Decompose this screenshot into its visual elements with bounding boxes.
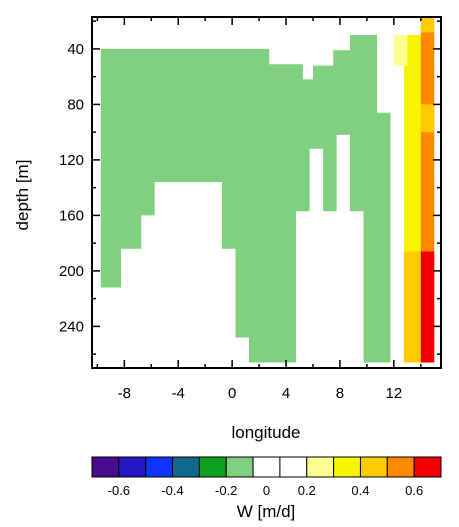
y-tick-label: 160: [59, 207, 84, 224]
colorbar-title: W [m/d]: [237, 502, 296, 521]
colorbar-label: -0.6: [108, 483, 130, 498]
fill-region-5: [420, 17, 435, 33]
fill-region-3: [403, 65, 421, 252]
fill-region-0: [100, 35, 391, 363]
colorbar-label: -0.4: [161, 483, 183, 498]
colorbar-label: 0.4: [351, 483, 369, 498]
y-tick-label: 40: [67, 41, 84, 58]
plot-frame: [91, 16, 442, 369]
colorbar-label: 0.6: [405, 483, 423, 498]
y-tick-label: 200: [59, 263, 84, 280]
y-axis-title: depth [m]: [13, 160, 32, 231]
fill-region-2: [407, 35, 421, 66]
colorbar: -0.6 -0.4 -0.2 0 0.2 0.4 0.6: [91, 456, 442, 498]
colorbar-swatch: [172, 456, 200, 478]
plot-area: [91, 16, 442, 369]
colorbar-swatch: [306, 456, 335, 478]
x-axis-title: longitude: [231, 423, 300, 442]
y-tick-label: 240: [59, 318, 84, 335]
colorbar-swatch: [225, 456, 254, 478]
x-tick-label: -4: [172, 385, 185, 402]
x-axis: -8 -4 0 4 8 12: [96, 17, 422, 402]
y-tick-label: 80: [67, 96, 84, 113]
x-tick-label: 8: [336, 385, 344, 402]
fill-region-6: [420, 32, 435, 252]
y-axis: 40 80 120 160 200 240: [59, 20, 441, 355]
colorbar-swatch: [279, 456, 308, 478]
fill-region-4: [403, 251, 421, 363]
colorbar-swatch: [413, 456, 442, 478]
colorbar-label: -0.2: [215, 483, 237, 498]
colorbar-swatch: [252, 456, 281, 478]
colorbar-swatch: [359, 456, 388, 478]
colorbar-label: 0: [263, 483, 270, 498]
y-tick-label: 120: [59, 152, 84, 169]
colorbar-swatch: [333, 456, 361, 478]
x-tick-label: 0: [228, 385, 236, 402]
x-tick-label: -8: [118, 385, 131, 402]
colorbar-label: 0.2: [298, 483, 316, 498]
fill-region-8: [420, 251, 435, 363]
colorbar-swatch: [386, 456, 415, 478]
fill-region-1: [393, 35, 408, 66]
x-tick-label: 12: [385, 385, 402, 402]
x-tick-label: 4: [282, 385, 290, 402]
fill-region-7: [420, 104, 435, 133]
colorbar-swatch: [118, 456, 147, 478]
colorbar-swatch: [198, 456, 227, 478]
colorbar-swatch: [145, 456, 174, 478]
colorbar-swatch: [91, 456, 120, 478]
